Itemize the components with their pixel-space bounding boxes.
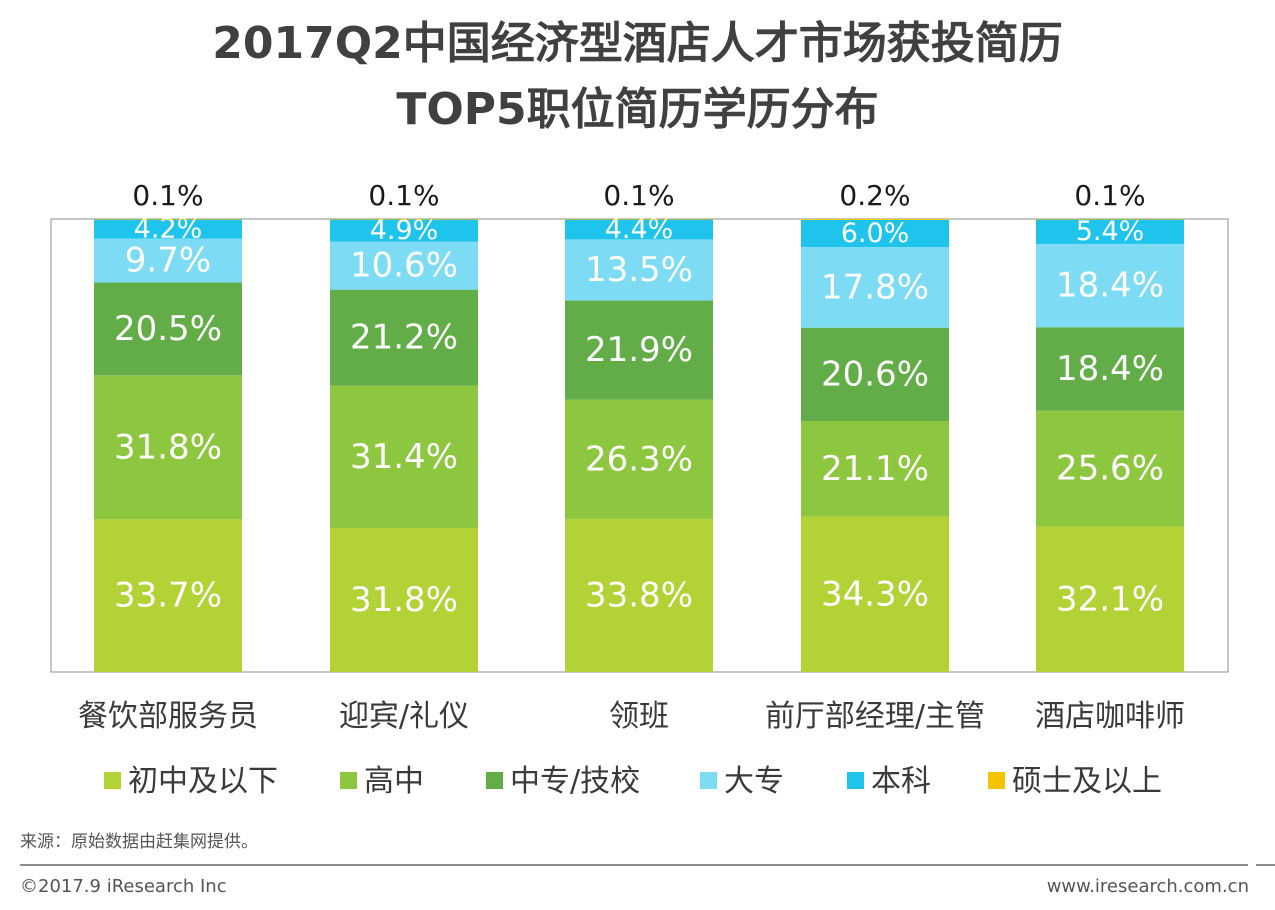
data-label: 9.7% xyxy=(125,240,211,280)
bar-segment xyxy=(330,527,478,672)
bar-segment xyxy=(565,219,713,220)
data-label: 5.4% xyxy=(1076,216,1145,247)
x-tick-label: 领班 xyxy=(609,699,669,734)
data-label: 32.1% xyxy=(1056,579,1164,619)
footer-divider xyxy=(20,864,1248,866)
data-label: 10.6% xyxy=(350,246,458,286)
bar-segment xyxy=(330,241,478,290)
x-tick-label: 迎宾/礼仪 xyxy=(339,699,469,734)
data-label: 0.1% xyxy=(368,179,439,212)
bar-segment xyxy=(94,219,242,239)
chart-legend: 初中及以下 高中 中专/技校 大专 本科 硕士及以上 xyxy=(0,760,1275,804)
bar-segment xyxy=(1036,219,1184,220)
bar-segment xyxy=(94,219,242,220)
data-label: 34.3% xyxy=(821,574,929,614)
chart-title-line1: 2017Q2中国经济型酒店人才市场获投简历 xyxy=(212,18,1063,69)
footer-divider-right xyxy=(1256,864,1275,866)
data-label: 0.1% xyxy=(603,179,674,212)
bar-segment xyxy=(330,219,478,220)
data-label: 20.5% xyxy=(114,309,222,349)
data-label: 4.9% xyxy=(370,215,439,246)
data-label: 0.1% xyxy=(132,179,203,212)
bar-segment xyxy=(801,247,949,328)
bar-segment xyxy=(1036,526,1184,672)
bar-segment xyxy=(801,219,949,220)
data-label: 17.8% xyxy=(821,267,929,307)
x-tick-label: 餐饮部服务员 xyxy=(78,699,258,734)
legend-label: 本科 xyxy=(871,764,931,799)
data-label: 18.4% xyxy=(1056,266,1164,306)
bar-segment xyxy=(94,519,242,672)
bar-segment xyxy=(801,421,949,517)
data-label: 21.1% xyxy=(821,449,929,489)
data-label: 0.2% xyxy=(839,179,910,212)
bar-segment xyxy=(330,219,478,242)
data-label: 33.8% xyxy=(585,575,693,615)
bar-segment xyxy=(1036,243,1184,328)
x-tick-label: 前厅部经理/主管 xyxy=(765,699,985,734)
data-label: 4.4% xyxy=(605,214,674,245)
source-note: 来源：原始数据由赶集网提供。 xyxy=(20,832,258,852)
bar-segment xyxy=(565,219,713,240)
bar-segment xyxy=(94,238,242,283)
bar-segment xyxy=(1036,327,1184,411)
legend-swatch xyxy=(340,772,357,789)
bar-segment xyxy=(94,282,242,376)
data-label: 31.8% xyxy=(350,580,458,620)
bar-segment xyxy=(330,385,478,528)
bar-segment xyxy=(565,300,713,400)
data-label: 31.4% xyxy=(350,437,458,477)
legend-swatch xyxy=(700,772,717,789)
data-label: 6.0% xyxy=(841,218,910,249)
bar-segment xyxy=(801,516,949,672)
data-label: 25.6% xyxy=(1056,449,1164,489)
bar-segment xyxy=(565,239,713,301)
legend-swatch xyxy=(988,772,1005,789)
website-link[interactable]: www.iresearch.com.cn xyxy=(1046,876,1249,897)
legend-label: 大专 xyxy=(724,764,784,799)
legend-swatch xyxy=(847,772,864,789)
bar-segment xyxy=(1036,410,1184,527)
legend-swatch xyxy=(104,772,121,789)
data-label: 13.5% xyxy=(585,250,693,290)
bar-segment xyxy=(565,518,713,672)
stacked-bar-chart: 33.7%31.8%20.5%9.7%4.2%0.1%餐饮部服务员31.8%31… xyxy=(50,179,1229,734)
data-label: 4.2% xyxy=(134,213,203,244)
data-label: 33.7% xyxy=(114,576,222,616)
bar-segment xyxy=(801,327,949,422)
legend-label: 高中 xyxy=(364,764,424,799)
data-label: 0.1% xyxy=(1074,179,1145,212)
bar-segment xyxy=(94,375,242,520)
data-label: 31.8% xyxy=(114,427,222,467)
bar-segment xyxy=(801,219,949,248)
legend-swatch xyxy=(486,772,503,789)
data-label: 21.9% xyxy=(585,330,693,370)
chart-title-line2: TOP5职位简历学历分布 xyxy=(396,84,879,135)
bar-segment xyxy=(1036,219,1184,244)
legend-label: 硕士及以上 xyxy=(1012,764,1162,799)
legend-label: 初中及以下 xyxy=(128,764,278,799)
data-label: 18.4% xyxy=(1056,349,1164,389)
data-label: 26.3% xyxy=(585,439,693,479)
x-tick-label: 酒店咖啡师 xyxy=(1035,699,1185,734)
data-label: 20.6% xyxy=(821,354,929,394)
bar-segment xyxy=(330,289,478,386)
data-label: 21.2% xyxy=(350,318,458,358)
copyright-text: ©2017.9 iResearch Inc xyxy=(20,876,227,897)
bar-segment xyxy=(565,399,713,519)
legend-label: 中专/技校 xyxy=(510,764,641,799)
